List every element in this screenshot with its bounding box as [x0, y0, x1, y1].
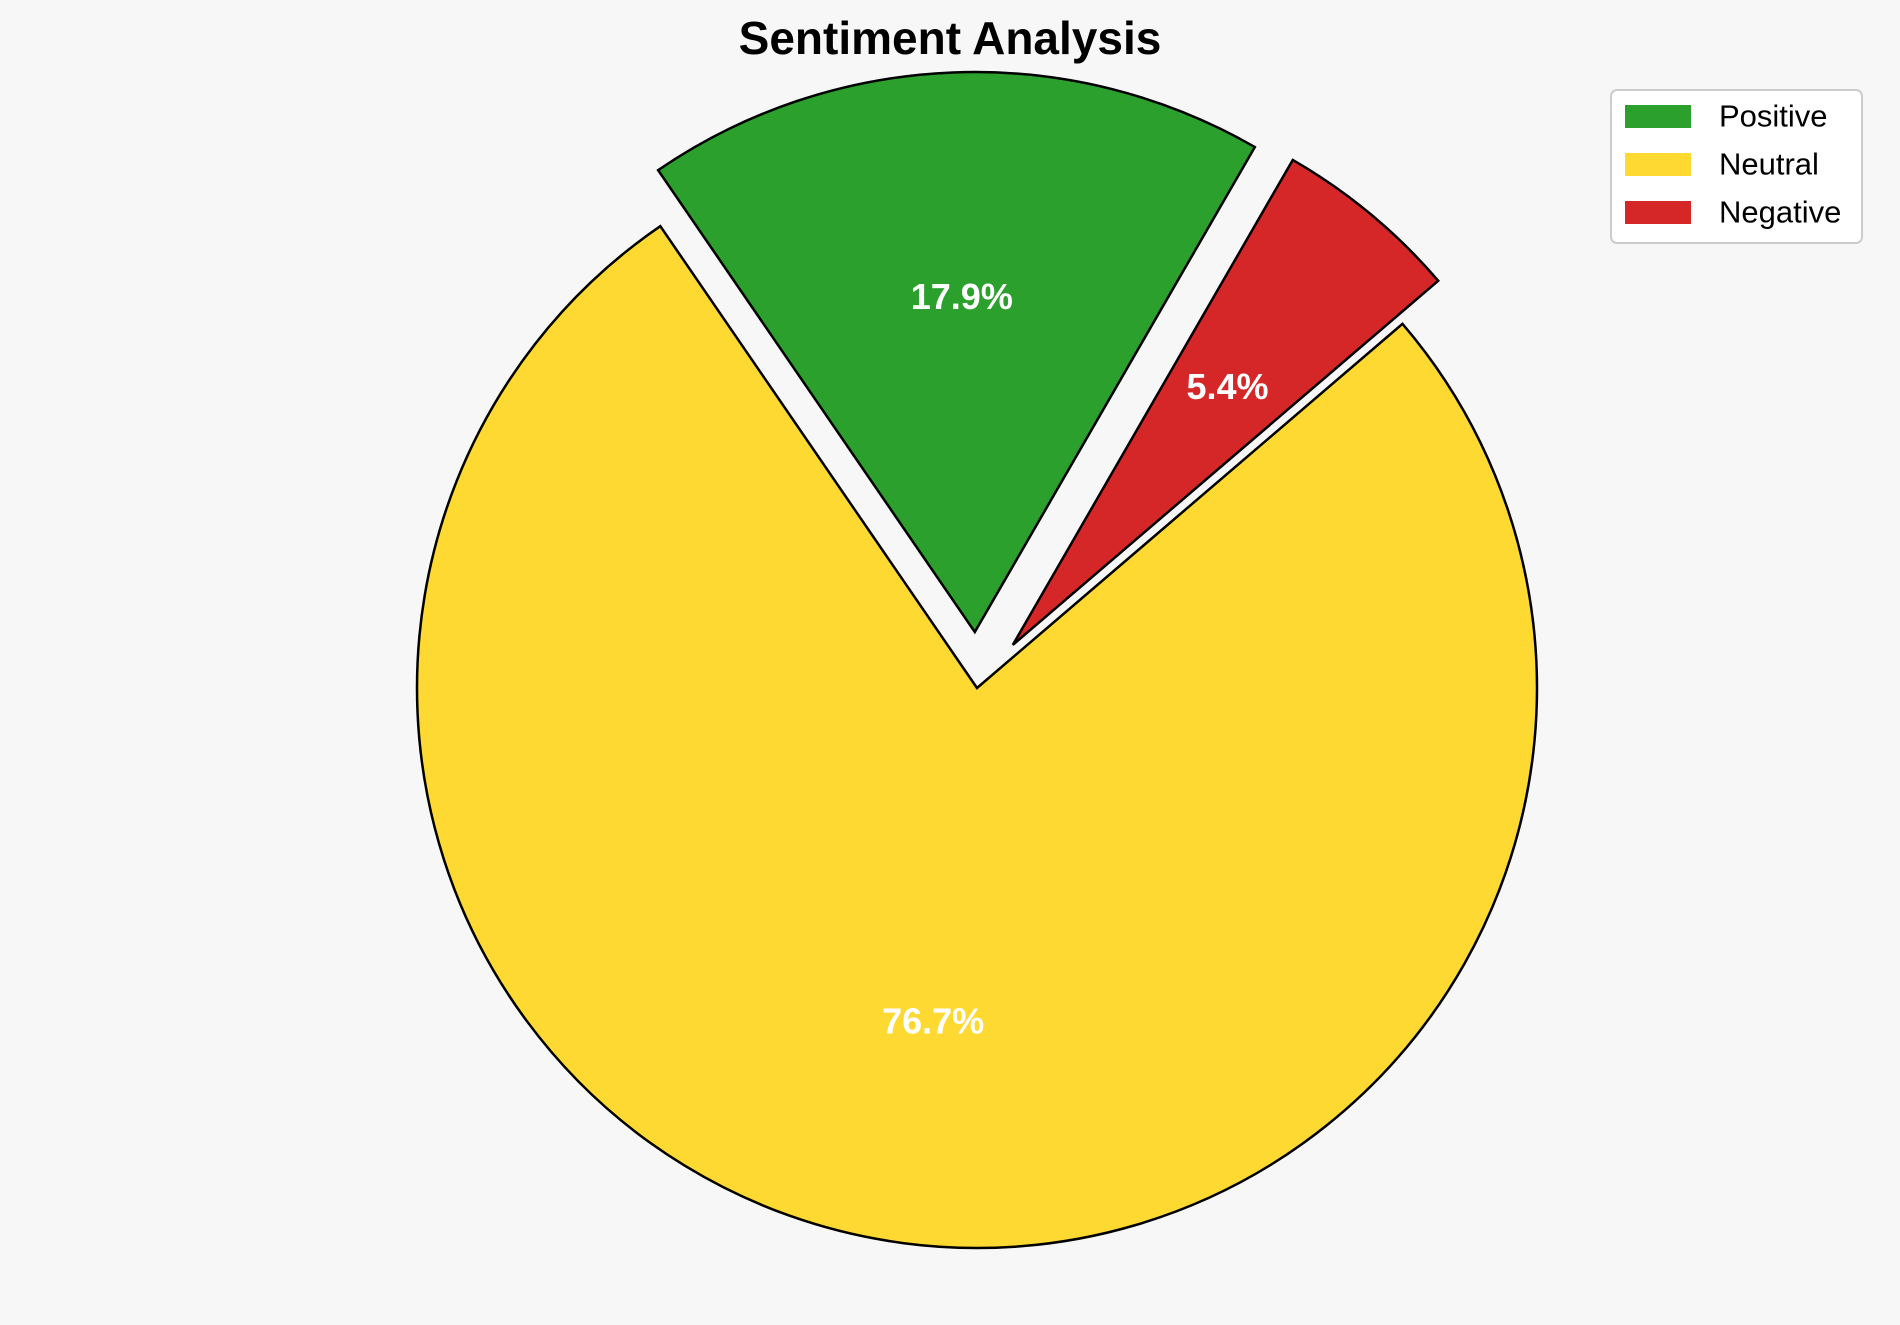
legend-label-negative: Negative — [1719, 195, 1841, 230]
legend-label-positive: Positive — [1719, 99, 1828, 134]
legend-swatch-negative — [1625, 201, 1691, 224]
pie-slice-positive — [656, 70, 1257, 635]
legend-swatch-positive — [1625, 105, 1691, 128]
slice-label-neutral: 76.7% — [882, 1001, 984, 1042]
slice-label-positive: 17.9% — [911, 276, 1013, 317]
legend: Positive Neutral Negative — [1610, 89, 1863, 244]
chart-title: Sentiment Analysis — [739, 12, 1162, 64]
pie-slice-neutral — [415, 224, 1539, 1250]
legend-swatch-neutral — [1625, 153, 1691, 176]
pie-slices — [415, 70, 1539, 1250]
slice-label-negative: 5.4% — [1186, 366, 1268, 407]
pie-slice-negative — [1011, 158, 1440, 646]
legend-label-neutral: Neutral — [1719, 147, 1819, 182]
slice-labels: 17.9% 76.7% 5.4% — [882, 276, 1268, 1042]
